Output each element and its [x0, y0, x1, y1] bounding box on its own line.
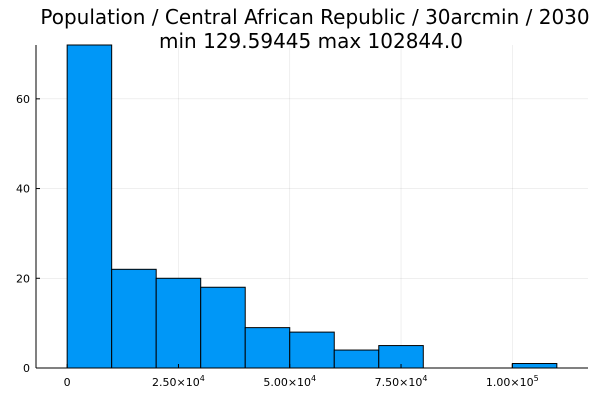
x-tick-label-1: 2.50×104 [152, 374, 205, 389]
histogram-bar-4 [244, 327, 291, 369]
y-ticks: 0 20 40 60 [16, 93, 40, 375]
chart-title-line2: min 129.59445 max 102844.0 [159, 29, 463, 53]
x-tick-label-2: 5.00×104 [263, 374, 316, 389]
histogram-bar-10 [511, 363, 558, 369]
histogram-bar-1 [111, 268, 157, 369]
x-tick-label-3: 7.50×104 [375, 374, 428, 389]
histogram-bar-0 [66, 44, 113, 369]
y-tick-label-3: 60 [16, 93, 30, 106]
x-ticks: 0 2.50×104 5.00×104 7.50×104 1.00×105 [64, 364, 539, 389]
chart-title-line1: Population / Central African Republic / … [40, 5, 589, 29]
histogram-bar-3 [200, 286, 246, 369]
histogram-bar-5 [289, 331, 335, 369]
x-tick-label-0: 0 [64, 376, 71, 389]
y-tick-label-0: 0 [23, 362, 30, 375]
x-tick-label-4: 1.00×105 [486, 374, 539, 389]
y-tick-label-1: 20 [16, 272, 30, 285]
bars [66, 44, 558, 369]
y-tick-label-2: 40 [16, 183, 30, 196]
histogram-bar-2 [155, 277, 202, 369]
histogram-bar-6 [333, 349, 380, 369]
